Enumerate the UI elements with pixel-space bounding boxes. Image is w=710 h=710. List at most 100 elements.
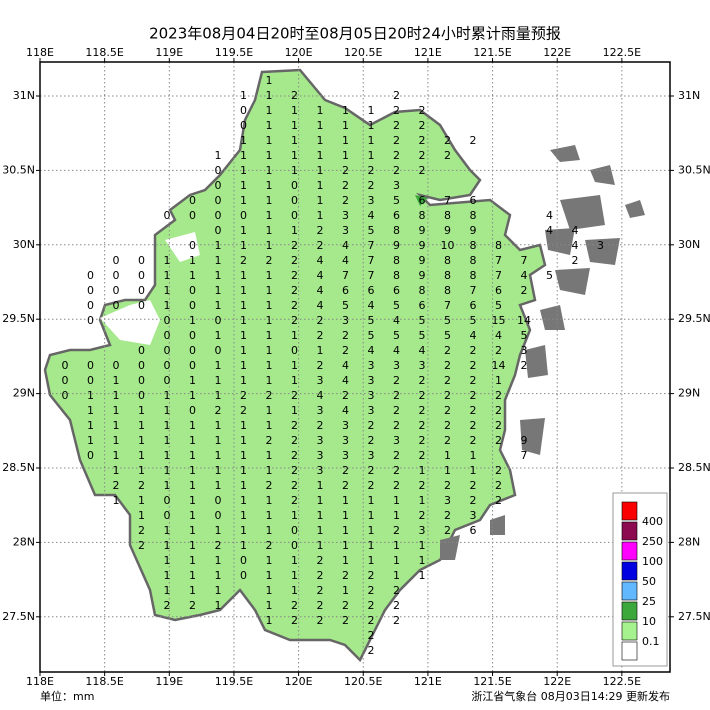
rainfall-value: 2 xyxy=(317,584,324,597)
rainfall-value: 0 xyxy=(87,374,94,387)
rainfall-value: 1 xyxy=(164,269,171,282)
rainfall-value: 1 xyxy=(240,299,247,312)
rainfall-value: 0 xyxy=(240,104,247,117)
rainfall-value: 1 xyxy=(266,524,273,537)
rainfall-value: 1 xyxy=(164,404,171,417)
island xyxy=(525,345,548,378)
map-frame xyxy=(39,61,671,673)
rainfall-value: 0 xyxy=(215,224,222,237)
rainfall-value: 1 xyxy=(266,119,273,132)
rainfall-value: 3 xyxy=(368,404,375,417)
rainfall-value: 0 xyxy=(189,209,196,222)
rainfall-value: 6 xyxy=(342,284,349,297)
rainfall-value: 1 xyxy=(266,134,273,147)
rainfall-value: 1 xyxy=(189,269,196,282)
rainfall-value: 1 xyxy=(291,224,298,237)
rainfall-value: 4 xyxy=(317,284,324,297)
rainfall-value: 5 xyxy=(368,224,375,237)
rainfall-value: 1 xyxy=(266,449,273,462)
rainfall-value: 1 xyxy=(189,314,196,327)
rainfall-value: 2 xyxy=(368,464,375,477)
rainfall-value: 2 xyxy=(419,509,426,522)
rainfall-value: 4 xyxy=(342,404,349,417)
rainfall-value: 1 xyxy=(113,464,120,477)
rainfall-value: 1 xyxy=(189,374,196,387)
rainfall-value: 7 xyxy=(444,194,451,207)
rainfall-value: 1 xyxy=(291,569,298,582)
lon-tick-label: 122.5E xyxy=(603,675,641,688)
issuer-label: 浙江省气象台 08月03日14:29 更新发布 xyxy=(471,689,670,703)
rainfall-value: 1 xyxy=(189,479,196,492)
rainfall-value: 1 xyxy=(240,374,247,387)
rainfall-value: 4 xyxy=(342,374,349,387)
rainfall-value: 2 xyxy=(291,314,298,327)
rainfall-value: 3 xyxy=(393,434,400,447)
rainfall-value: 1 xyxy=(164,524,171,537)
rainfall-value: 8 xyxy=(470,239,477,252)
rainfall-value: 1 xyxy=(189,539,196,552)
rainfall-value: 1 xyxy=(368,134,375,147)
rainfall-value: 2 xyxy=(138,479,145,492)
rainfall-value: 1 xyxy=(164,464,171,477)
rainfall-value: 6 xyxy=(470,524,477,537)
legend-swatch xyxy=(621,581,638,601)
rainfall-value: 1 xyxy=(342,119,349,132)
lon-tick-label: 120.5E xyxy=(344,46,382,59)
rainfall-value: 3 xyxy=(342,314,349,327)
island xyxy=(550,145,580,162)
rainfall-value: 1 xyxy=(87,419,94,432)
rainfall-value: 1 xyxy=(138,434,145,447)
rainfall-value: 1 xyxy=(240,359,247,372)
rainfall-value: 5 xyxy=(419,329,426,342)
rainfall-value: 1 xyxy=(113,494,120,507)
rainfall-value: 2 xyxy=(444,509,451,522)
rainfall-value: 2 xyxy=(291,599,298,612)
legend-swatch xyxy=(621,521,638,541)
rainfall-value: 2 xyxy=(393,524,400,537)
lat-tick-label: 30.5N xyxy=(678,163,710,176)
rainfall-value: 1 xyxy=(215,524,222,537)
rainfall-value: 0 xyxy=(215,179,222,192)
rainfall-value: 2 xyxy=(393,149,400,162)
rainfall-value: 1 xyxy=(240,479,247,492)
rainfall-value: 4 xyxy=(317,389,324,402)
rainfall-value: 1 xyxy=(215,584,222,597)
rainfall-value: 1 xyxy=(368,539,375,552)
rainfall-value: 4 xyxy=(317,299,324,312)
rainfall-value: 2 xyxy=(317,554,324,567)
rainfall-value: 1 xyxy=(317,179,324,192)
rainfall-value: 2 xyxy=(138,524,145,537)
rainfall-value: 2 xyxy=(266,479,273,492)
rainfall-value: 1 xyxy=(240,149,247,162)
rainfall-value: 2 xyxy=(495,434,502,447)
rainfall-value: 7 xyxy=(521,254,528,267)
rainfall-value: 1 xyxy=(368,509,375,522)
lat-tick-label: 28.5N xyxy=(2,461,35,474)
rainfall-value: 2 xyxy=(419,449,426,462)
rainfall-value: 1 xyxy=(266,584,273,597)
lon-tick-label: 121E xyxy=(414,675,442,688)
rainfall-value: 4 xyxy=(495,329,502,342)
rainfall-value: 2 xyxy=(342,464,349,477)
rainfall-value: 3 xyxy=(317,464,324,477)
lat-tick-label: 29N xyxy=(13,387,35,400)
rainfall-value: 1 xyxy=(266,494,273,507)
rainfall-value: 2 xyxy=(393,419,400,432)
rainfall-value: 2 xyxy=(368,569,375,582)
rainfall-value: 1 xyxy=(317,134,324,147)
rainfall-value: 1 xyxy=(266,359,273,372)
rainfall-value: 7 xyxy=(470,284,477,297)
rainfall-value: 2 xyxy=(393,584,400,597)
lat-tick-label: 28.5N xyxy=(678,461,710,474)
rainfall-value: 2 xyxy=(266,539,273,552)
rainfall-value: 2 xyxy=(342,479,349,492)
rainfall-value: 1 xyxy=(291,329,298,342)
rainfall-value: 5 xyxy=(342,299,349,312)
rainfall-value: 2 xyxy=(291,434,298,447)
rainfall-value: 10 xyxy=(441,239,455,252)
rainfall-value: 1 xyxy=(495,374,502,387)
rainfall-value: 2 xyxy=(393,104,400,117)
rainfall-value: 2 xyxy=(368,164,375,177)
rainfall-value: 1 xyxy=(266,299,273,312)
rainfall-value: 4 xyxy=(572,239,579,252)
